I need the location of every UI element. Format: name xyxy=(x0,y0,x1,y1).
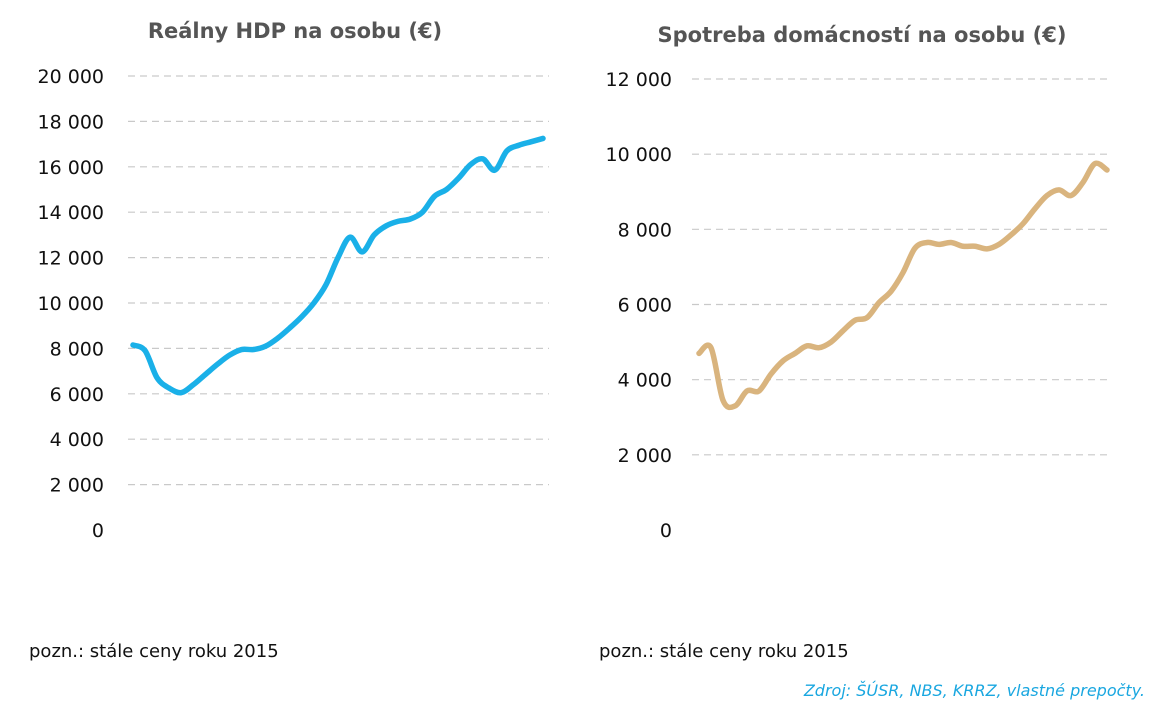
note-consumption: pozn.: stále ceny roku 2015 xyxy=(599,641,849,662)
chart-title-consumption: Spotreba domácností na osobu (€) xyxy=(657,23,1066,47)
y-tick-label-gdp-6000: 6 000 xyxy=(50,384,104,406)
chart-title-gdp: Reálny HDP na osobu (€) xyxy=(148,19,442,43)
y-tick-label-gdp-2000: 2 000 xyxy=(50,475,104,497)
source-note: Zdroj: ŠÚSR, NBS, KRRZ, vlastné prepočty… xyxy=(803,681,1145,700)
note-gdp: pozn.: stále ceny roku 2015 xyxy=(29,641,279,662)
gdp-per-capita-chart: Reálny HDP na osobu (€) 0 2 000 4 000 6 000… xyxy=(38,19,549,542)
y-tick-label-gdp-18000: 18 000 xyxy=(38,111,104,133)
y-tick-label-gdp-12000: 12 000 xyxy=(38,248,104,270)
y-tick-label-consumption-8000: 8 000 xyxy=(618,219,672,241)
y-tick-label-consumption-4000: 4 000 xyxy=(618,370,672,392)
y-tick-label-consumption-12000: 12 000 xyxy=(606,69,672,91)
y-tick-label-gdp-20000: 20 000 xyxy=(38,66,104,88)
y-tick-label-consumption-2000: 2 000 xyxy=(618,445,672,467)
y-tick-label-consumption-6000: 6 000 xyxy=(618,295,672,317)
y-tick-label-gdp-14000: 14 000 xyxy=(38,202,104,224)
series-line-gdp xyxy=(130,135,546,396)
series-line-consumption xyxy=(696,160,1110,411)
y-tick-label-gdp-4000: 4 000 xyxy=(50,429,104,451)
y-tick-label-gdp-16000: 16 000 xyxy=(38,157,104,179)
y-tick-label-consumption-10000: 10 000 xyxy=(606,144,672,166)
y-tick-label-gdp-0: 0 xyxy=(92,520,104,542)
household-consumption-chart: Spotreba domácností na osobu (€) 0 2 000 4… xyxy=(606,23,1110,542)
y-tick-label-consumption-0: 0 xyxy=(660,520,672,542)
y-tick-label-gdp-10000: 10 000 xyxy=(38,293,104,315)
y-tick-label-gdp-8000: 8 000 xyxy=(50,338,104,360)
